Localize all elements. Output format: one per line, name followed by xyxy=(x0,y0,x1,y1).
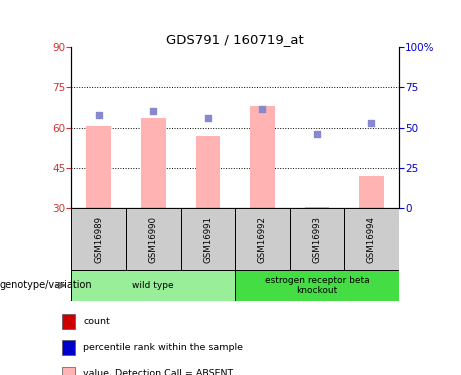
Bar xyxy=(141,118,165,208)
Point xyxy=(95,112,102,118)
Text: GSM16994: GSM16994 xyxy=(367,216,376,262)
Bar xyxy=(62,340,76,355)
Point xyxy=(149,108,157,114)
Bar xyxy=(290,208,344,270)
Point xyxy=(368,120,375,126)
Point xyxy=(259,106,266,112)
Text: estrogen receptor beta
knockout: estrogen receptor beta knockout xyxy=(265,276,369,295)
Bar xyxy=(250,106,275,208)
Bar xyxy=(181,208,235,270)
Bar xyxy=(305,207,329,208)
Text: GSM16989: GSM16989 xyxy=(94,216,103,262)
Text: GSM16990: GSM16990 xyxy=(149,216,158,262)
Point xyxy=(204,115,212,121)
Text: GSM16992: GSM16992 xyxy=(258,216,267,262)
Text: genotype/variation: genotype/variation xyxy=(0,280,93,290)
Bar xyxy=(344,208,399,270)
Bar xyxy=(62,366,76,375)
Bar xyxy=(87,126,111,208)
Bar xyxy=(71,270,235,301)
Text: count: count xyxy=(83,317,110,326)
Text: GSM16993: GSM16993 xyxy=(313,216,321,262)
Bar xyxy=(235,270,399,301)
Bar xyxy=(195,136,220,208)
Bar xyxy=(71,208,126,270)
Text: value, Detection Call = ABSENT: value, Detection Call = ABSENT xyxy=(83,369,233,375)
Bar xyxy=(126,208,181,270)
Point xyxy=(313,131,321,137)
Bar xyxy=(235,208,290,270)
Title: GDS791 / 160719_at: GDS791 / 160719_at xyxy=(166,33,304,46)
Text: wild type: wild type xyxy=(132,281,174,290)
Text: percentile rank within the sample: percentile rank within the sample xyxy=(83,343,243,352)
Text: GSM16991: GSM16991 xyxy=(203,216,213,262)
Bar xyxy=(359,176,384,208)
Bar xyxy=(62,314,76,329)
